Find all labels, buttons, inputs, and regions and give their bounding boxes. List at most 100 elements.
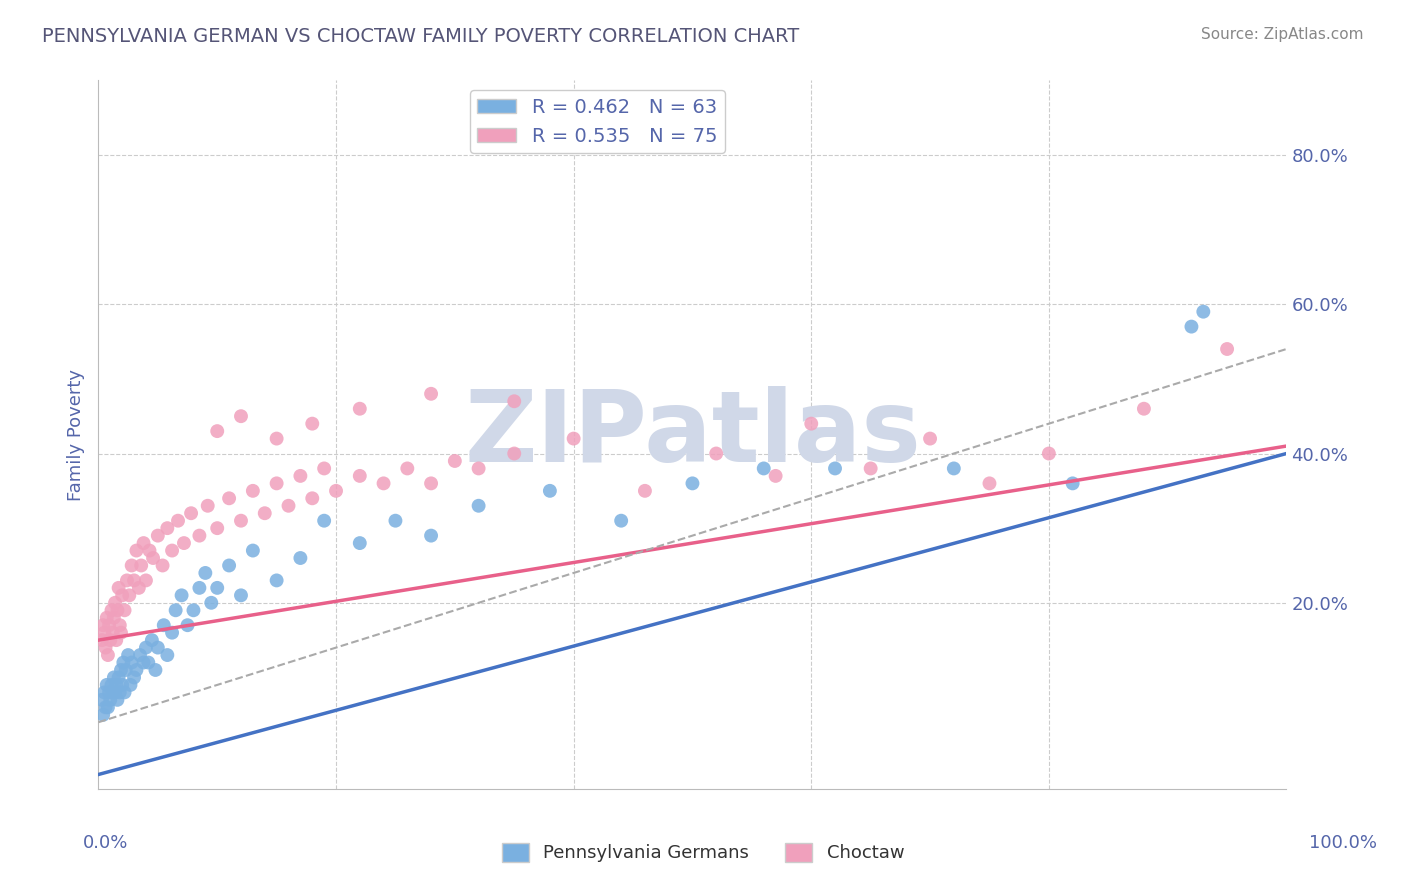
Point xyxy=(176,618,198,632)
Point xyxy=(91,693,114,707)
Point xyxy=(141,633,163,648)
Point xyxy=(136,656,159,670)
Point xyxy=(314,461,336,475)
Point xyxy=(108,685,131,699)
Point xyxy=(1192,304,1215,318)
Point xyxy=(538,483,561,498)
Point xyxy=(562,432,585,446)
Point xyxy=(117,648,139,662)
Text: ZIPatlas: ZIPatlas xyxy=(464,386,921,483)
Point xyxy=(107,693,129,707)
Point xyxy=(156,521,179,535)
Point xyxy=(165,603,187,617)
Point xyxy=(118,588,141,602)
Point xyxy=(98,633,121,648)
Point xyxy=(420,476,443,491)
Point xyxy=(325,483,347,498)
Point xyxy=(301,491,323,506)
Point xyxy=(146,640,169,655)
Point xyxy=(108,618,131,632)
Point xyxy=(107,603,129,617)
Point xyxy=(105,678,128,692)
Point xyxy=(188,528,211,542)
Point xyxy=(681,476,703,491)
Point xyxy=(142,551,165,566)
Point xyxy=(277,499,299,513)
Point xyxy=(188,581,211,595)
Point xyxy=(93,625,115,640)
Point xyxy=(704,446,727,460)
Text: 0.0%: 0.0% xyxy=(83,834,128,852)
Legend: Pennsylvania Germans, Choctaw: Pennsylvania Germans, Choctaw xyxy=(495,836,911,870)
Point xyxy=(218,558,240,573)
Point xyxy=(173,536,195,550)
Point xyxy=(128,581,150,595)
Point xyxy=(266,476,288,491)
Point xyxy=(91,633,114,648)
Point xyxy=(121,558,143,573)
Point xyxy=(111,678,134,692)
Point xyxy=(107,581,129,595)
Y-axis label: Family Poverty: Family Poverty xyxy=(66,369,84,500)
Point xyxy=(114,685,136,699)
Point xyxy=(194,566,217,580)
Point xyxy=(101,625,124,640)
Point xyxy=(634,483,657,498)
Point xyxy=(100,603,122,617)
Point xyxy=(100,678,122,692)
Point xyxy=(167,514,190,528)
Point xyxy=(301,417,323,431)
Point xyxy=(110,625,132,640)
Point xyxy=(920,432,942,446)
Point xyxy=(170,588,193,602)
Point xyxy=(444,454,467,468)
Point xyxy=(160,543,183,558)
Point xyxy=(610,514,633,528)
Point xyxy=(1180,319,1202,334)
Text: Source: ZipAtlas.com: Source: ZipAtlas.com xyxy=(1201,27,1364,42)
Point xyxy=(114,663,136,677)
Point xyxy=(129,558,152,573)
Point xyxy=(242,543,264,558)
Point xyxy=(218,491,240,506)
Point xyxy=(98,693,121,707)
Point xyxy=(98,685,121,699)
Point xyxy=(138,543,160,558)
Point xyxy=(111,588,134,602)
Point xyxy=(1133,401,1156,416)
Legend: R = 0.462   N = 63, R = 0.535   N = 75: R = 0.462 N = 63, R = 0.535 N = 75 xyxy=(470,90,725,153)
Point xyxy=(115,574,138,588)
Point xyxy=(314,514,336,528)
Point xyxy=(229,514,252,528)
Point xyxy=(129,648,152,662)
Point xyxy=(96,611,118,625)
Point xyxy=(859,461,882,475)
Point xyxy=(290,469,312,483)
Point xyxy=(942,461,965,475)
Point xyxy=(180,506,202,520)
Point xyxy=(120,678,142,692)
Point xyxy=(253,506,276,520)
Point xyxy=(132,656,155,670)
Point xyxy=(979,476,1001,491)
Point xyxy=(349,469,371,483)
Point xyxy=(765,469,787,483)
Point xyxy=(824,461,846,475)
Point xyxy=(91,618,114,632)
Point xyxy=(467,499,489,513)
Point xyxy=(1062,476,1084,491)
Point xyxy=(152,618,174,632)
Point xyxy=(752,461,775,475)
Point xyxy=(420,386,443,401)
Point xyxy=(135,640,157,655)
Point xyxy=(266,574,288,588)
Point xyxy=(98,618,121,632)
Point xyxy=(229,588,252,602)
Point xyxy=(107,670,129,684)
Point xyxy=(103,611,125,625)
Point xyxy=(125,543,148,558)
Point xyxy=(229,409,252,424)
Point xyxy=(93,685,115,699)
Point xyxy=(135,574,157,588)
Point xyxy=(242,483,264,498)
